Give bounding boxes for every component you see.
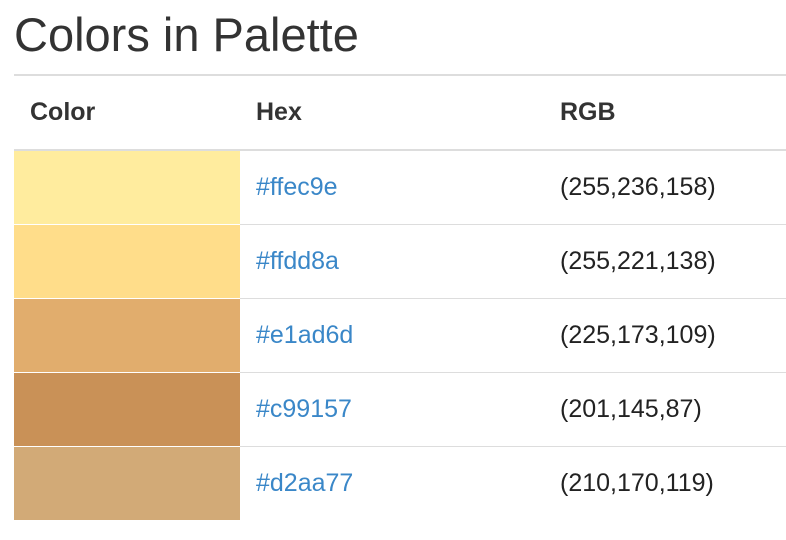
table-row: #e1ad6d (225,173,109) <box>14 298 786 373</box>
table-row: #c99157 (201,145,87) <box>14 372 786 447</box>
page: Colors in Palette Color Hex RGB #ffec9e … <box>14 0 786 520</box>
rgb-value: (201,145,87) <box>544 372 786 447</box>
color-swatch <box>14 150 240 225</box>
page-title: Colors in Palette <box>14 0 786 76</box>
color-swatch <box>14 372 240 447</box>
color-swatch <box>14 298 240 373</box>
table-row: #d2aa77 (210,170,119) <box>14 446 786 520</box>
hex-link[interactable]: #d2aa77 <box>256 468 354 497</box>
color-swatch <box>14 224 240 299</box>
rgb-value: (210,170,119) <box>560 468 714 497</box>
rgb-value: (225,173,109) <box>544 298 786 373</box>
palette-table: Color Hex RGB #ffec9e (255,236,158) #ffd… <box>14 76 786 520</box>
rgb-value: (255,236,158) <box>544 150 786 225</box>
column-header-rgb: RGB <box>544 76 786 151</box>
table-header-row: Color Hex RGB <box>14 76 786 151</box>
table-row: #ffec9e (255,236,158) <box>14 150 786 225</box>
hex-link[interactable]: #e1ad6d <box>256 320 354 349</box>
hex-link[interactable]: #c99157 <box>256 394 352 423</box>
column-header-hex: Hex <box>240 76 544 151</box>
rgb-value: (255,221,138) <box>544 224 786 299</box>
hex-link[interactable]: #ffec9e <box>256 172 338 201</box>
hex-link[interactable]: #ffdd8a <box>256 246 339 275</box>
color-swatch <box>14 446 240 520</box>
table-row: #ffdd8a (255,221,138) <box>14 224 786 299</box>
column-header-color: Color <box>14 76 240 151</box>
